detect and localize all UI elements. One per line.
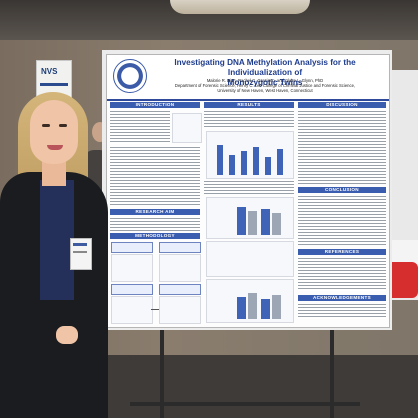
method-step-box: [111, 242, 153, 253]
results-comparison-chart: [206, 197, 294, 239]
section-methodology: METHODOLOGY: [110, 233, 200, 239]
results-paired-chart: [206, 279, 294, 323]
section-acknowledgements: ACKNOWLEDGEMENTS: [298, 295, 386, 301]
poster-title-line1: Investigating DNA Methylation Analysis f…: [174, 58, 356, 77]
results-text-continued: [204, 180, 294, 194]
poster-authors: Malorie R. Bitz*, Rachel C. Graziano, an…: [147, 78, 383, 93]
section-research-aim: RESEARCH AIM: [110, 209, 200, 215]
results-scatter-figure: [206, 241, 294, 277]
section-results: RESULTS: [204, 102, 294, 108]
introduction-text-continued: [110, 146, 200, 206]
poster-title-line2: Monozygotic Twins: [227, 78, 303, 87]
acknowledgements-text: [298, 303, 386, 319]
results-bar-chart: [206, 131, 294, 179]
results-text: [204, 110, 294, 128]
method-image: [111, 296, 153, 324]
method-step-box: [159, 242, 201, 253]
method-image: [159, 296, 201, 324]
section-discussion: DISCUSSION: [298, 102, 386, 108]
presenter-eye: [42, 124, 50, 127]
section-references: REFERENCES: [298, 249, 386, 255]
arrow-icon: [151, 309, 159, 310]
university-seal-icon: [113, 59, 147, 93]
method-step-box: [159, 284, 201, 295]
presenter-hand: [56, 326, 78, 344]
presenter-shirt: [40, 180, 74, 300]
poster-header: Investigating DNA Methylation Analysis f…: [107, 55, 389, 101]
stand-leg: [330, 328, 334, 418]
presenter-eye: [59, 124, 67, 127]
method-step-box: [111, 284, 153, 295]
introduction-text: [110, 110, 170, 144]
stand-base: [130, 402, 360, 406]
affiliation-line2: University of New Haven, West Haven, Con…: [217, 88, 313, 93]
research-poster: Investigating DNA Methylation Analysis f…: [106, 54, 390, 328]
ceiling-light: [170, 0, 310, 14]
method-image: [111, 254, 153, 282]
poster-title: Investigating DNA Methylation Analysis f…: [147, 58, 383, 88]
discussion-text: [298, 110, 386, 184]
background-banner-text: NVS: [41, 67, 58, 76]
name-badge: [70, 238, 92, 270]
affiliation-line1: Department of Forensic Science, Henry C.…: [174, 83, 356, 88]
presenter-face: [30, 100, 78, 164]
molecule-figure: [172, 113, 202, 143]
conclusion-text: [298, 195, 386, 245]
stand-leg: [160, 328, 164, 418]
research-aim-text: [110, 217, 200, 231]
presenter-neck: [42, 160, 66, 186]
method-image: [159, 254, 201, 282]
section-introduction: INTRODUCTION: [110, 102, 200, 108]
author-list: Malorie R. Bitz*, Rachel C. Graziano, an…: [206, 78, 324, 83]
references-text: [298, 257, 386, 291]
section-conclusion: CONCLUSION: [298, 187, 386, 193]
presenter-smile: [47, 145, 63, 150]
